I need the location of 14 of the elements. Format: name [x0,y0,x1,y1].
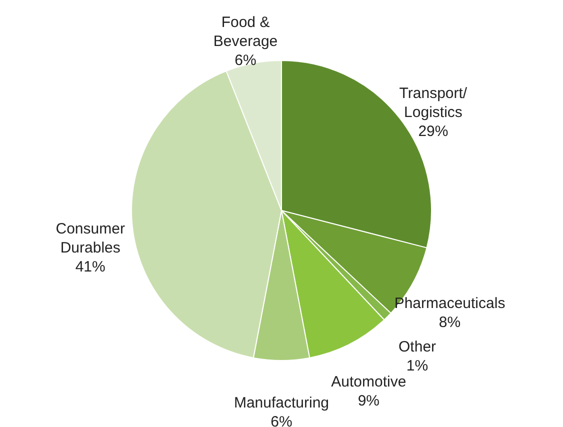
data-label: 9% [358,392,380,410]
slice-label: Automotive [331,374,406,391]
slice-label: Other [398,338,436,356]
slice-label: Transport/ Logistics [399,84,468,121]
data-label: 6% [234,52,256,69]
slice-label: Pharmaceuticals [394,294,506,312]
data-label: 6% [270,414,292,427]
data-label: 41% [75,258,106,276]
slice-label: Consumer Durables [56,220,125,257]
data-label: 8% [438,314,461,331]
data-label: 1% [406,357,428,374]
slice-label: Food & Beverage [213,14,278,50]
data-label: 29% [418,122,448,140]
slice-label: Manufacturing [234,394,330,412]
